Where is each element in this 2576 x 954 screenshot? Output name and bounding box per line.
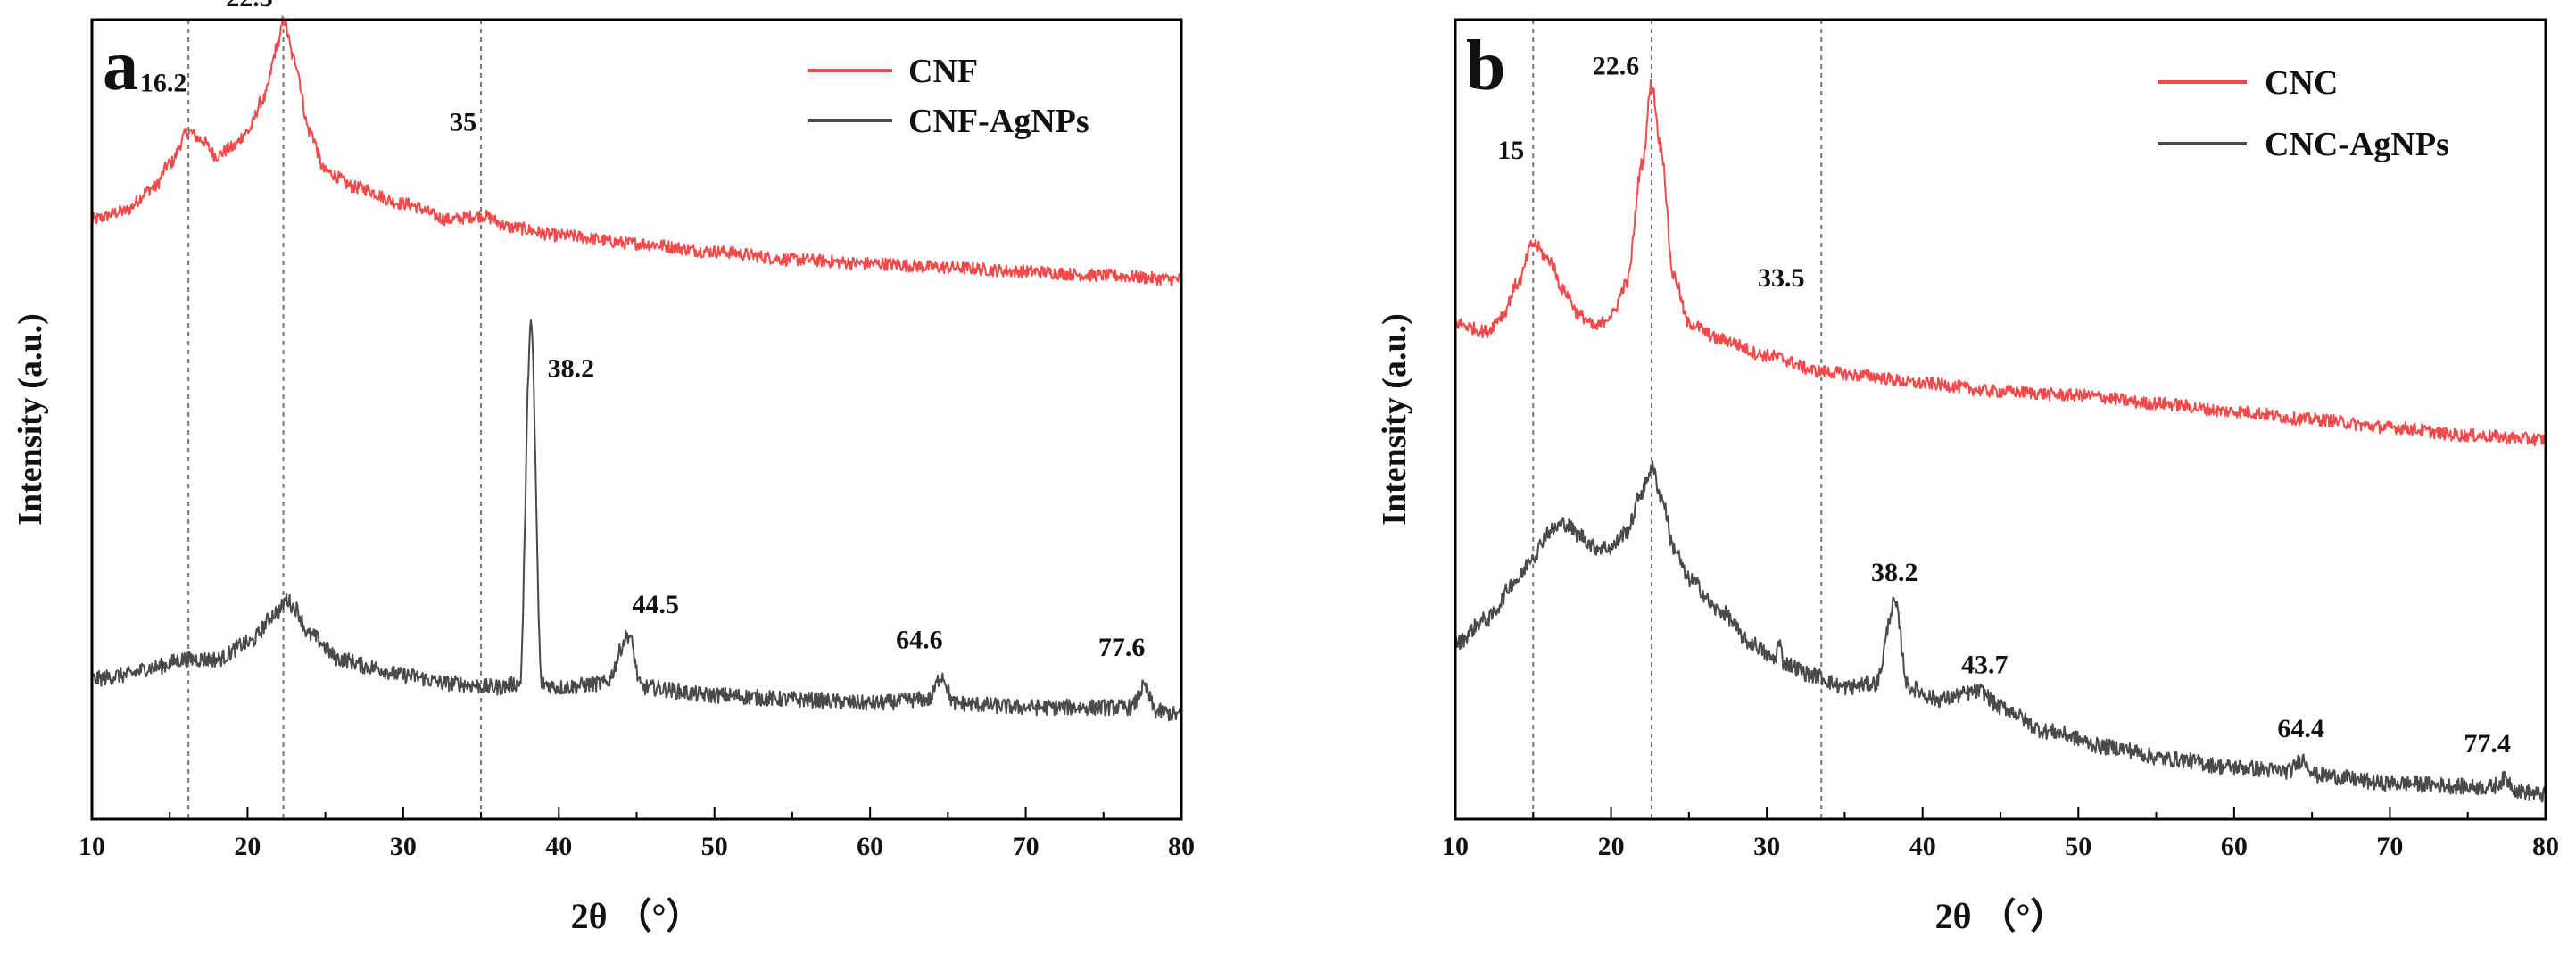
panel-b-x-tick-label: 80	[2532, 832, 2559, 861]
panel-a-x-tick-label: 20	[234, 832, 261, 861]
panel-a-x-tick-label: 50	[701, 832, 728, 861]
panel-a-x-tick-label: 80	[1168, 832, 1195, 861]
panel-b-x-tick-label: 40	[1909, 832, 1936, 861]
panel-a-series-cnf-agnps-line	[91, 319, 1182, 722]
panel-a-legend: CNF CNF-AgNPs	[808, 53, 1089, 140]
panel-b-legend-label-cnc: CNC	[2265, 64, 2338, 102]
panel-b-peak-label-43.7: 43.7	[1961, 651, 2009, 680]
panel-b-legend: CNC CNC-AgNPs	[2158, 64, 2449, 163]
panel-b-reflines	[1532, 20, 1823, 819]
panel-a-reflines	[187, 20, 483, 819]
panel-a-x-tick-label: 30	[390, 832, 417, 861]
panel-b-legend-label-cnc-agnps: CNC-AgNPs	[2265, 126, 2449, 163]
panel-b-peak-label-38.2: 38.2	[1871, 558, 1918, 587]
panel-a-x-tick-label: 10	[79, 832, 105, 861]
panel-a-x-tick-label: 60	[857, 832, 883, 861]
panel-b-peak-label-77.4: 77.4	[2464, 729, 2511, 759]
panel-b-peak-label-64.4: 64.4	[2277, 714, 2324, 743]
panel-b-ticks	[1454, 807, 2547, 819]
panel-a-peak-labels: 16.2 22.3 35 38.2 44.5 64.6 77.6	[140, 0, 1145, 662]
panel-b-peak-label-33.5: 33.5	[1758, 263, 1805, 293]
panel-b-peak-labels: 15 22.6 33.5 38.2 43.7 64.4 77.4	[1497, 52, 2511, 759]
panel-a-peak-label-64.6: 64.6	[896, 626, 943, 655]
panel-b-y-axis-label: Intensity (a.u.)	[1376, 313, 1413, 526]
panel-a-x-axis-label: 2θ （°）	[571, 896, 702, 936]
panel-b-peak-label-22.6: 22.6	[1593, 52, 1640, 81]
panel-a-x-tick-label: 40	[545, 832, 572, 861]
panel-a-peak-label-16.2: 16.2	[140, 68, 187, 97]
panel-a-tick-labels: 10 20 30 40 50 60 70 80	[79, 832, 1195, 861]
panel-a-legend-label-cnf: CNF	[908, 53, 978, 90]
panel-a-peak-label-35: 35	[450, 108, 476, 137]
panel-a-x-tick-label: 70	[1013, 832, 1040, 861]
panel-a-peak-label-22.3: 22.3	[226, 0, 273, 12]
panel-a-peak-label-77.6: 77.6	[1098, 633, 1146, 662]
panel-b-x-tick-label: 20	[1598, 832, 1625, 861]
panel-a-legend-label-cnf-agnps: CNF-AgNPs	[908, 103, 1089, 140]
panel-a: 10 20 30 40 50 60 70 80 16.2 22.3 35 38.2 44.5 64.6 7…	[12, 0, 1195, 936]
panel-a-peak-label-38.2: 38.2	[548, 353, 595, 383]
panel-b-label: b	[1466, 27, 1506, 105]
panel-a-series-cnf-line	[91, 15, 1182, 286]
panel-a-label: a	[103, 27, 138, 105]
panel-a-curves	[91, 15, 1182, 722]
panel-b-curves	[1454, 79, 2547, 803]
panel-b: 10 20 30 40 50 60 70 80 15 22.6 33.5 38.2 43.7 64.4 7…	[1376, 18, 2559, 936]
panel-b-tick-labels: 10 20 30 40 50 60 70 80	[1442, 832, 2559, 861]
panel-b-x-tick-label: 60	[2221, 832, 2248, 861]
panel-a-ticks	[91, 807, 1182, 819]
panel-b-x-axis-label: 2θ （°）	[1935, 896, 2067, 936]
panel-b-x-tick-label: 10	[1442, 832, 1469, 861]
panel-b-x-tick-label: 30	[1753, 832, 1780, 861]
panel-a-peak-label-44.5: 44.5	[633, 590, 680, 619]
panel-a-y-axis-label: Intensity (a.u.)	[12, 313, 49, 526]
panel-b-x-tick-label: 70	[2376, 832, 2403, 861]
panel-b-series-cnc-line	[1454, 79, 2547, 447]
panel-b-peak-label-15: 15	[1497, 136, 1524, 165]
panel-b-x-tick-label: 50	[2065, 832, 2091, 861]
panel-b-series-cnc-agnps-line	[1454, 460, 2547, 803]
